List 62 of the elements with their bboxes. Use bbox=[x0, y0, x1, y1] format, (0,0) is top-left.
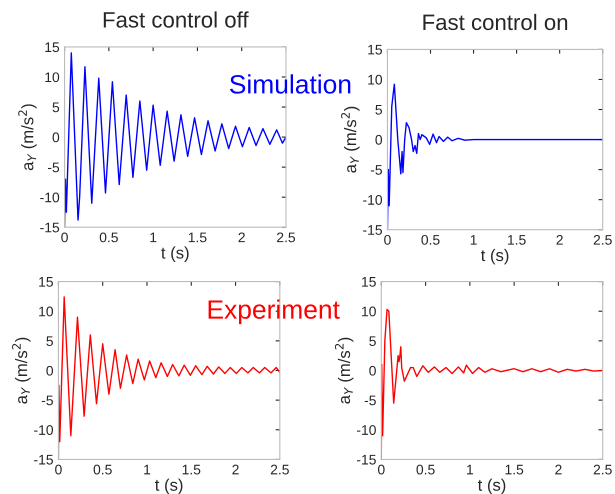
x-tick-label: 0.5 bbox=[94, 464, 112, 474]
x-tick-label: 1.5 bbox=[188, 232, 206, 242]
y-tick-label: 0 bbox=[46, 366, 54, 376]
annotation: Simulation bbox=[230, 74, 350, 94]
x-tick-label: 1 bbox=[144, 464, 150, 474]
y-tick-label: 15 bbox=[368, 44, 382, 55]
x-tick-label: 2 bbox=[556, 234, 563, 245]
y-axis-title: a$_{Y}$ (m/s$^{2}$) bbox=[341, 106, 360, 173]
y-tick-label: -15 bbox=[40, 222, 60, 232]
x-tick-label: 0.5 bbox=[100, 232, 118, 242]
y-tick-label: 5 bbox=[375, 104, 382, 115]
x-tick-label: 1 bbox=[467, 464, 474, 474]
y-tick-label: 10 bbox=[362, 306, 376, 316]
y-tick-label: -15 bbox=[356, 454, 376, 465]
x-tick-label: 0 bbox=[61, 232, 68, 242]
y-tick-label: 10 bbox=[45, 72, 60, 82]
x-tick-label: 2 bbox=[555, 464, 562, 474]
y-tick-label: 0 bbox=[52, 132, 60, 142]
x-tick-label: 1.5 bbox=[508, 235, 526, 245]
y-tick-label: 0 bbox=[369, 366, 376, 376]
y-tick-label: -5 bbox=[364, 396, 376, 406]
y-tick-label: -10 bbox=[356, 425, 376, 435]
y-tick-label: 5 bbox=[46, 336, 53, 346]
y-tick-label: 10 bbox=[39, 306, 54, 316]
x-tick-label: 2 bbox=[232, 464, 239, 474]
y-tick-label: -10 bbox=[363, 194, 382, 205]
x-tick-label: 2.5 bbox=[277, 232, 296, 242]
y-tick-label: -15 bbox=[34, 454, 53, 465]
x-tick-label: 0.5 bbox=[421, 234, 440, 245]
x-tick-label: 1 bbox=[470, 235, 477, 245]
y-tick-label: 5 bbox=[52, 102, 60, 112]
x-tick-label: 2.5 bbox=[270, 464, 289, 474]
y-tick-label: 15 bbox=[45, 42, 60, 52]
x-tick-label: 1.5 bbox=[182, 464, 200, 474]
x-tick-label: 2.5 bbox=[594, 234, 612, 245]
y-tick-label: -15 bbox=[363, 225, 382, 235]
y-tick-label: -5 bbox=[42, 396, 53, 406]
y-tick-label: -5 bbox=[48, 162, 60, 172]
chart-title: Fast control on bbox=[423, 14, 568, 30]
y-tick-label: -5 bbox=[370, 165, 382, 175]
x-tick-label: 0 bbox=[384, 234, 391, 245]
y-tick-label: 15 bbox=[362, 277, 376, 287]
y-axis-title: a$_{Y}$ (m/s$^{2}$) bbox=[18, 104, 37, 170]
x-tick-label: 1.5 bbox=[506, 464, 524, 474]
y-tick-label: 15 bbox=[39, 277, 53, 287]
x-axis-title: t (s) bbox=[155, 478, 182, 494]
x-tick-label: 2.5 bbox=[594, 464, 612, 474]
y-axis-title: a$_{Y}$ (m/s$^{2}$) bbox=[334, 338, 354, 404]
annotation: Experiment bbox=[208, 300, 340, 324]
y-tick-label: 5 bbox=[369, 336, 376, 346]
y-tick-label: 10 bbox=[368, 74, 382, 85]
x-tick-label: 0.5 bbox=[416, 464, 435, 474]
x-axis-title: t (s) bbox=[480, 248, 508, 264]
chart-title: Fast control off bbox=[104, 11, 249, 28]
y-tick-label: -10 bbox=[40, 192, 60, 202]
x-axis-title: t (s) bbox=[478, 478, 506, 494]
x-axis-title: t (s) bbox=[161, 246, 189, 262]
y-axis-title: a$_{Y}$ (m/s$^{2}$) bbox=[12, 338, 31, 404]
y-tick-label: -10 bbox=[34, 425, 54, 435]
y-tick-label: 0 bbox=[375, 134, 382, 145]
x-tick-label: 2 bbox=[238, 232, 245, 242]
x-tick-label: 1 bbox=[150, 232, 156, 242]
